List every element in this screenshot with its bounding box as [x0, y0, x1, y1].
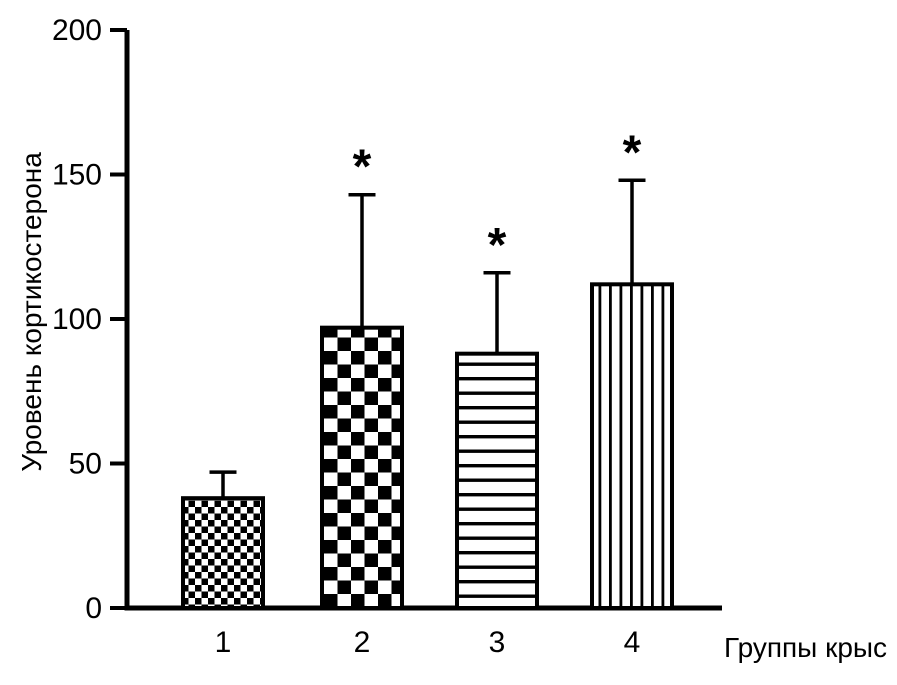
significance-asterisk: *: [623, 126, 642, 179]
x-tick-label: 2: [354, 626, 371, 659]
x-axis-title: Группы крыс: [724, 632, 888, 663]
x-tick-label: 3: [489, 626, 506, 659]
y-tick-label: 200: [52, 14, 102, 47]
y-axis-title: Уровень кортикостерона: [16, 152, 47, 472]
bar-group-2: [320, 325, 404, 610]
bar-group-1: [181, 496, 265, 610]
x-tick-label: 1: [215, 626, 232, 659]
y-tick-label: 0: [85, 592, 102, 625]
y-tick-label: 50: [69, 448, 102, 481]
bar-group-4: [590, 282, 674, 610]
bar-group-3: [455, 351, 539, 610]
y-tick-label: 150: [52, 159, 102, 192]
x-tick-label: 4: [624, 626, 641, 659]
significance-asterisk: *: [488, 219, 507, 272]
significance-asterisk: *: [353, 141, 372, 194]
y-tick-label: 100: [52, 303, 102, 336]
